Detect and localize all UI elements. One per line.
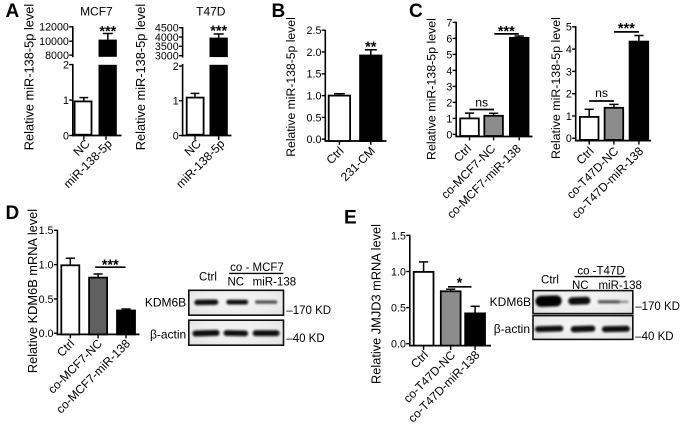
svg-text:5: 5 bbox=[566, 22, 572, 34]
svg-text:Relative miR-138-5p level: Relative miR-138-5p level bbox=[425, 18, 439, 160]
svg-text:1.5: 1.5 bbox=[39, 225, 54, 237]
svg-text:3: 3 bbox=[446, 81, 452, 93]
svg-text:KDM6B: KDM6B bbox=[490, 295, 531, 309]
svg-text:4500: 4500 bbox=[155, 23, 179, 35]
svg-text:A: A bbox=[6, 1, 20, 22]
svg-text:NC: NC bbox=[227, 276, 244, 288]
svg-text:miR-138: miR-138 bbox=[598, 280, 641, 292]
svg-text:MCF7: MCF7 bbox=[80, 5, 113, 19]
svg-text:***: *** bbox=[210, 23, 227, 39]
svg-text:Ctrl: Ctrl bbox=[541, 275, 559, 287]
svg-text:***: *** bbox=[618, 21, 635, 37]
svg-text:**: ** bbox=[365, 40, 377, 56]
svg-text:0.5: 0.5 bbox=[307, 112, 322, 124]
svg-text:1.0: 1.0 bbox=[391, 266, 406, 278]
svg-text:6: 6 bbox=[446, 33, 452, 45]
svg-text:NC: NC bbox=[572, 280, 589, 292]
svg-text:miR-138: miR-138 bbox=[253, 276, 296, 288]
svg-text:3500: 3500 bbox=[155, 41, 179, 53]
svg-text:KDM6B: KDM6B bbox=[145, 296, 186, 310]
svg-text:0.5: 0.5 bbox=[39, 294, 54, 306]
svg-text:1.0: 1.0 bbox=[39, 260, 54, 272]
svg-text:3000: 3000 bbox=[155, 51, 179, 63]
svg-text:0: 0 bbox=[63, 130, 69, 142]
svg-text:Relative KDM6B mRNA level: Relative KDM6B mRNA level bbox=[25, 209, 40, 373]
svg-text:4: 4 bbox=[446, 65, 452, 77]
svg-text:Relative miR-138-5p level: Relative miR-138-5p level bbox=[549, 17, 563, 159]
svg-text:0: 0 bbox=[566, 133, 572, 145]
svg-text:2: 2 bbox=[63, 60, 69, 72]
svg-text:Relative miR-138-5p level: Relative miR-138-5p level bbox=[133, 4, 148, 151]
svg-text:8000: 8000 bbox=[45, 50, 69, 62]
svg-text:2.0: 2.0 bbox=[307, 47, 322, 59]
svg-text:co -T47D: co -T47D bbox=[577, 266, 624, 278]
svg-text:0.0: 0.0 bbox=[307, 134, 322, 146]
svg-text:co - MCF7: co - MCF7 bbox=[230, 262, 284, 274]
svg-text:1.5: 1.5 bbox=[391, 230, 406, 242]
svg-text:***: *** bbox=[102, 258, 119, 274]
svg-text:4: 4 bbox=[566, 44, 572, 56]
svg-text:Relative miR-138-5p level: Relative miR-138-5p level bbox=[22, 4, 37, 151]
svg-text:Ctrl: Ctrl bbox=[199, 272, 217, 284]
svg-text:β-actin: β-actin bbox=[150, 328, 186, 342]
svg-text:β-actin: β-actin bbox=[494, 322, 530, 336]
svg-text:0.0: 0.0 bbox=[391, 339, 406, 351]
svg-text:0: 0 bbox=[446, 129, 452, 141]
svg-text:***: *** bbox=[498, 24, 515, 40]
svg-text:–170 KD: –170 KD bbox=[635, 301, 680, 313]
svg-text:0.0: 0.0 bbox=[39, 328, 54, 340]
svg-text:***: *** bbox=[99, 24, 116, 40]
svg-text:ns: ns bbox=[595, 86, 608, 100]
svg-text:–40 KD: –40 KD bbox=[635, 331, 673, 343]
svg-text:B: B bbox=[272, 1, 286, 22]
svg-text:–40 KD: –40 KD bbox=[286, 333, 324, 345]
svg-text:Relative JMJD3 mRNA level: Relative JMJD3 mRNA level bbox=[369, 224, 384, 384]
svg-text:–170 KD: –170 KD bbox=[286, 305, 331, 317]
svg-text:0.5: 0.5 bbox=[391, 303, 406, 315]
svg-text:1: 1 bbox=[63, 95, 69, 107]
svg-text:E: E bbox=[344, 208, 357, 229]
svg-text:0: 0 bbox=[173, 130, 179, 142]
svg-text:D: D bbox=[6, 203, 20, 224]
svg-text:2: 2 bbox=[566, 89, 572, 101]
svg-text:1.5: 1.5 bbox=[307, 69, 322, 81]
svg-text:1: 1 bbox=[446, 113, 452, 125]
svg-text:10000: 10000 bbox=[39, 36, 69, 48]
svg-text:1.0: 1.0 bbox=[307, 91, 322, 103]
svg-text:ns: ns bbox=[475, 95, 488, 109]
svg-text:7: 7 bbox=[446, 17, 452, 29]
svg-text:1: 1 bbox=[173, 96, 179, 108]
svg-text:C: C bbox=[409, 1, 423, 22]
svg-text:T47D: T47D bbox=[196, 5, 226, 19]
svg-text:2: 2 bbox=[446, 97, 452, 109]
svg-text:12000: 12000 bbox=[39, 22, 69, 34]
svg-text:3: 3 bbox=[566, 66, 572, 78]
svg-text:4000: 4000 bbox=[155, 32, 179, 44]
svg-text:*: * bbox=[457, 275, 463, 291]
svg-text:1: 1 bbox=[566, 111, 572, 123]
svg-text:2: 2 bbox=[173, 61, 179, 73]
svg-text:5: 5 bbox=[446, 49, 452, 61]
svg-text:2.5: 2.5 bbox=[307, 25, 322, 37]
svg-text:Relative miR-138-5p level: Relative miR-138-5p level bbox=[284, 17, 298, 157]
